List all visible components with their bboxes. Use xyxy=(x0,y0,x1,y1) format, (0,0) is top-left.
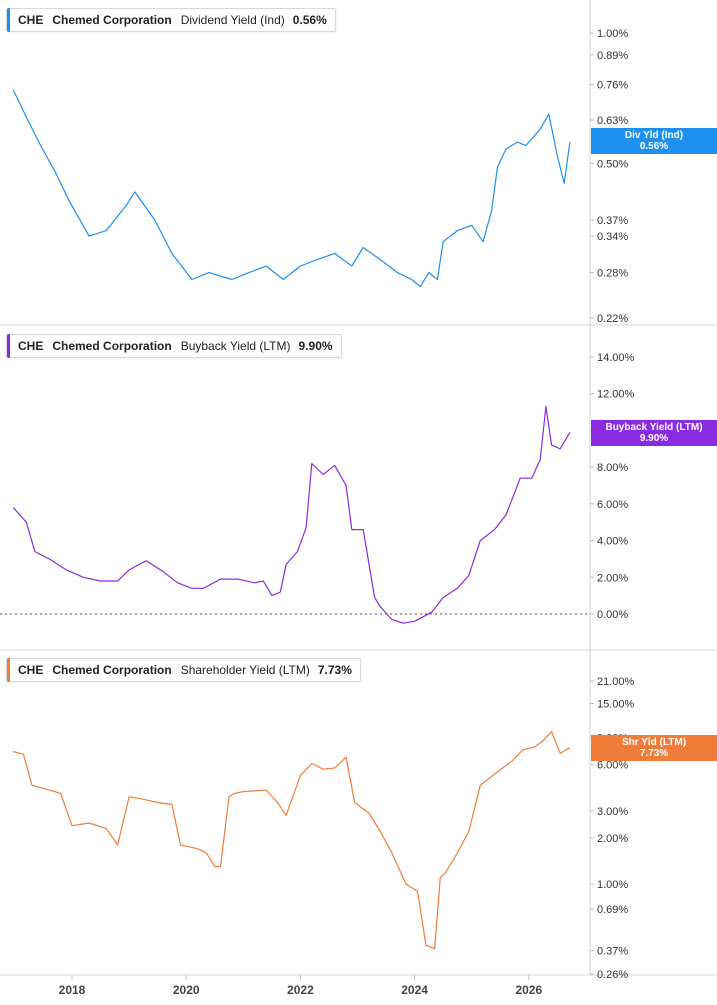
y-tick-label: 0.37% xyxy=(597,945,628,957)
y-tick-label: 0.26% xyxy=(597,969,628,981)
y-tick-label: 0.37% xyxy=(597,215,628,227)
series-line xyxy=(12,406,571,624)
y-tick-label: 12.00% xyxy=(597,389,635,401)
y-tick-label: 1.00% xyxy=(597,28,628,40)
axes-layer: 1.00% 0.89% 0.76% 0.63% 0.50% 0.37% 0.34% 0.28%… xyxy=(0,0,717,981)
x-tick-label: 2026 xyxy=(515,983,542,997)
y-tick-label: 2.00% xyxy=(597,572,628,584)
ticker-label: CHE xyxy=(18,663,44,677)
y-tick-label: 1.00% xyxy=(597,879,628,891)
series-layer xyxy=(12,89,571,950)
series-name: Shareholder Yield (LTM) xyxy=(180,663,310,677)
x-tick-label: 2018 xyxy=(59,983,86,997)
y-tick-label: 15.00% xyxy=(597,698,635,710)
series-value: 0.56% xyxy=(292,13,327,27)
y-tick-label: 0.00% xyxy=(597,609,628,621)
legend-buyback-yield[interactable]: CHE Chemed Corporation Buyback Yield (LT… xyxy=(6,334,342,358)
legend-dividend-yield[interactable]: CHE Chemed Corporation Dividend Yield (I… xyxy=(6,8,336,32)
tag-value: 9.90% xyxy=(639,433,669,444)
y-tick-label: 0.34% xyxy=(597,231,628,243)
y-tick-label: 0.63% xyxy=(597,115,628,127)
tag-title: Buyback Yield (LTM) xyxy=(605,422,703,433)
last-value-tag-buyback: Buyback Yield (LTM) 9.90% xyxy=(591,420,717,446)
y-tick-label: 14.00% xyxy=(597,352,635,364)
series-color-swatch xyxy=(7,8,10,32)
company-label: Chemed Corporation xyxy=(52,663,172,677)
tag-title: Div Yld (Ind) xyxy=(624,130,684,141)
tag-value: 7.73% xyxy=(639,748,669,759)
y-tick-label: 6.00% xyxy=(597,499,628,511)
last-value-tag-shareholder: Shr Yld (LTM) 7.73% xyxy=(591,735,717,761)
series-name: Dividend Yield (Ind) xyxy=(180,13,285,27)
series-value: 9.90% xyxy=(298,339,333,353)
series-color-swatch xyxy=(7,658,10,682)
company-label: Chemed Corporation xyxy=(52,339,172,353)
last-value-tag-dividend: Div Yld (Ind) 0.56% xyxy=(591,128,717,154)
x-tick-label: 2022 xyxy=(287,983,314,997)
y-tick-label: 6.00% xyxy=(597,760,628,772)
y-tick-label: 8.00% xyxy=(597,462,628,474)
tag-title: Shr Yld (LTM) xyxy=(621,737,687,748)
ticker-label: CHE xyxy=(18,339,44,353)
tag-value: 0.56% xyxy=(639,141,669,152)
legend-shareholder-yield[interactable]: CHE Chemed Corporation Shareholder Yield… xyxy=(6,658,361,682)
y-tick-label: 4.00% xyxy=(597,536,628,548)
y-tick-label: 2.00% xyxy=(597,833,628,845)
y-tick-label: 0.76% xyxy=(597,80,628,92)
series-value: 7.73% xyxy=(317,663,352,677)
x-tick-label: 2020 xyxy=(173,983,200,997)
x-tick-label: 2024 xyxy=(401,983,428,997)
y-tick-label: 0.69% xyxy=(597,904,628,916)
y-tick-label: 21.00% xyxy=(597,676,635,688)
series-color-swatch xyxy=(7,334,10,358)
series-line xyxy=(12,89,571,288)
y-tick-label: 0.50% xyxy=(597,158,628,170)
series-name: Buyback Yield (LTM) xyxy=(180,339,291,353)
series-line xyxy=(13,731,571,950)
y-tick-label: 0.22% xyxy=(597,313,628,325)
company-label: Chemed Corporation xyxy=(52,13,172,27)
ticker-label: CHE xyxy=(18,13,44,27)
x-axis: 2018 2020 2022 2024 2026 xyxy=(59,975,542,997)
y-tick-label: 3.00% xyxy=(597,806,628,818)
y-tick-label: 0.89% xyxy=(597,50,628,62)
y-tick-label: 0.28% xyxy=(597,268,628,280)
